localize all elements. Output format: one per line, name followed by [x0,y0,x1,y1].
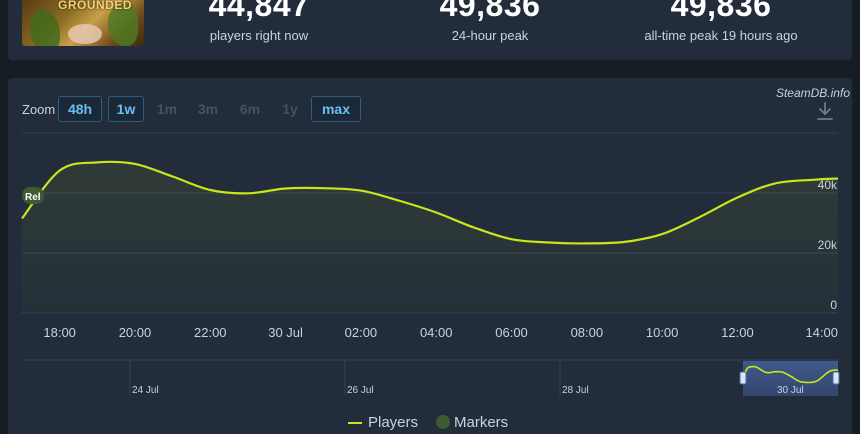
x-tick-label: 12:00 [721,325,754,340]
thumbnail-character [68,24,102,44]
navigator: 24 Jul 26 Jul 28 Jul 30 Jul [22,359,840,396]
stat-label: all-time peak 19 hours ago [644,28,798,43]
chart-credit[interactable]: SteamDB.info [775,86,850,100]
chart-markers: Rel [22,187,44,204]
stat-all-time-peak: 49,836 all-time peak 19 hours ago [630,0,812,43]
navigator-handle-right[interactable] [832,371,840,385]
series-area-players [22,161,838,313]
stat-value: 49,836 [670,0,772,23]
zoom-button-48h[interactable]: 48h [58,96,102,122]
thumbnail-foliage-right [108,4,138,46]
chart-area [22,161,838,313]
x-tick-label: 14:00 [805,325,838,340]
navigator-tick-label: 30 Jul [777,385,804,396]
chart-lines [21,160,839,245]
stats-panel [8,0,852,60]
zoom-label: Zoom [22,102,56,117]
x-tick-label: 18:00 [43,325,76,340]
x-axis-ticks: 18:00 20:00 22:00 30 Jul 02:00 04:00 06:00 08:0… [43,325,838,340]
x-tick-label: 06:00 [495,325,528,340]
y-tick-label: 40k [818,178,838,192]
navigator-tick-label: 24 Jul [132,385,159,396]
x-tick-label: 20:00 [119,325,152,340]
stat-value: 44,847 [208,0,310,23]
zoom-button-3m[interactable]: 3m [197,101,219,117]
navigator-tick-label: 26 Jul [347,385,374,396]
x-tick-label: 08:00 [571,325,604,340]
marker-flag-shape [22,187,44,204]
marker-flag-label: Rel [25,192,41,203]
zoom-button-1m[interactable]: 1m [156,101,178,117]
stat-label: 24-hour peak [451,28,529,43]
legend-label: Players [368,414,419,431]
navigator-tick-label: 28 Jul [562,385,589,396]
legend-dot-swatch [436,415,450,429]
game-thumbnail[interactable]: GROUNDED [22,0,144,46]
zoom-button-6m[interactable]: 6m [239,101,261,117]
x-tick-label: 30 Jul [268,325,303,340]
zoom-button-1y[interactable]: 1y [282,101,298,117]
zoom-button-1w[interactable]: 1w [108,96,144,122]
y-axis-ticks: 40k 20k 0 [818,178,838,312]
navigator-handle-left[interactable] [739,371,747,385]
stat-24h-peak: 49,836 24-hour peak [410,0,570,43]
stat-value: 49,836 [439,0,541,23]
marker-flag-release[interactable]: Rel [22,187,44,204]
y-tick-label: 20k [818,238,838,252]
navigator-selection[interactable] [743,361,838,396]
y-tick-label: 0 [830,298,837,312]
zoom-button-max[interactable]: max [311,96,361,122]
download-icon[interactable] [816,102,834,122]
stat-players-now: 44,847 players right now [184,0,334,43]
x-tick-label: 02:00 [345,325,378,340]
x-tick-label: 22:00 [194,325,227,340]
thumbnail-logo-text: GROUNDED [58,0,133,12]
legend-line-swatch [348,422,362,424]
series-line-players[interactable] [21,160,839,245]
stat-label: players right now [209,28,309,43]
x-tick-label: 10:00 [646,325,679,340]
navigator-series-line [742,365,839,384]
legend-label: Markers [454,414,509,431]
x-tick-label: 04:00 [420,325,453,340]
